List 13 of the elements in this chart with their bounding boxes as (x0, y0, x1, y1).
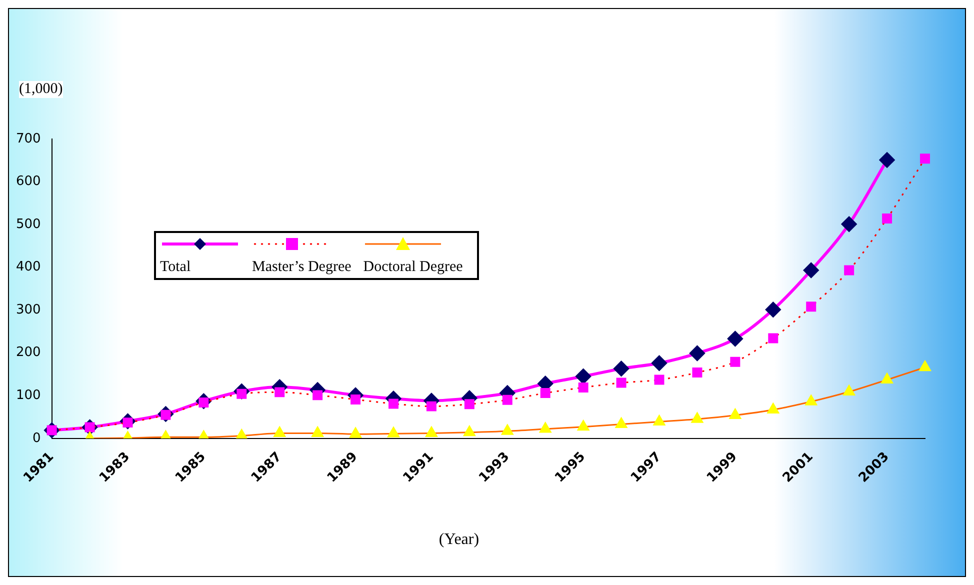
y-tick-label: 100 (16, 388, 41, 403)
y-axis-title: (1,000) (19, 81, 63, 98)
y-tick-label: 500 (16, 216, 41, 232)
legend-label: Total (160, 259, 191, 276)
x-axis-title: (Year) (438, 531, 480, 549)
y-tick-label: 700 (16, 131, 41, 146)
legend-label: Doctoral Degree (363, 259, 463, 276)
y-tick-label: 0 (32, 430, 41, 446)
y-tick-label: 400 (16, 260, 41, 275)
y-tick-label: 300 (16, 302, 41, 318)
legend-label: Master’s Degree (252, 259, 352, 276)
y-tick-label: 200 (16, 345, 41, 360)
y-tick-label: 600 (16, 174, 41, 190)
